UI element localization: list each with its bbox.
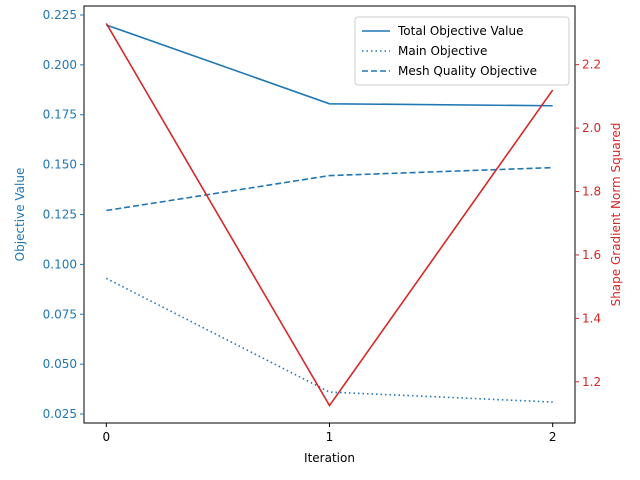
y-axis-label-left: Objective Value [13, 168, 27, 262]
y-axis-label-right: Shape Gradient Norm Squared [609, 123, 623, 307]
y-tick-label-right: 2.0 [582, 121, 601, 135]
y-tick-label-left: 0.175 [43, 108, 77, 122]
series-line-right-3 [105, 23, 554, 408]
y-tick-label-right: 1.8 [582, 185, 601, 199]
legend: Total Objective Value Main Objective Mesh … [354, 16, 570, 86]
y-tick-label-right: 1.4 [582, 311, 601, 325]
legend-entry-label: Mesh Quality Objective [398, 64, 537, 78]
series-line-left-0 [106, 24, 553, 107]
y-tick-label-right: 1.2 [582, 375, 601, 389]
y-tick-label-left: 0.150 [43, 158, 77, 172]
x-tick-label: 2 [549, 430, 557, 444]
series-line-left-2 [106, 166, 553, 212]
y-tick-label-left: 0.125 [43, 208, 77, 222]
x-tick-label: 1 [326, 430, 334, 444]
y-tick-label-left: 0.200 [43, 58, 77, 72]
x-tick-label: 0 [102, 430, 110, 444]
y-tick-label-left: 0.100 [43, 257, 77, 271]
x-axis-label: Iteration [304, 451, 355, 465]
legend-entry-label: Total Objective Value [397, 24, 524, 38]
legend-entry-label: Main Objective [398, 44, 487, 58]
legend-box [354, 16, 570, 86]
y-tick-label-right: 2.2 [582, 58, 601, 72]
y-tick-label-left: 0.225 [43, 8, 77, 22]
y-tick-label-left: 0.025 [43, 407, 77, 421]
y-tick-label-left: 0.075 [43, 307, 77, 321]
y-tick-label-left: 0.050 [43, 357, 77, 371]
series-line-left-1 [105, 277, 553, 403]
y-tick-label-right: 1.6 [582, 248, 601, 262]
